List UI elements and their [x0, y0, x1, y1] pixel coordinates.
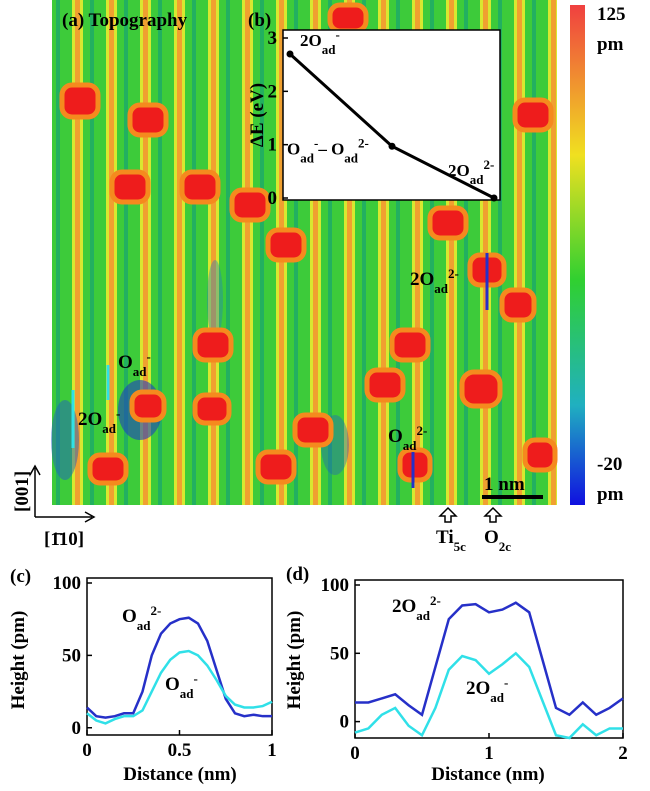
category-label: 2Oad-	[300, 27, 340, 57]
lattice-label: Ti5c	[436, 527, 466, 554]
direction-axes	[29, 464, 96, 523]
direction-label: [001]	[12, 471, 33, 512]
lattice-label: O2c	[484, 527, 511, 554]
line	[86, 649, 273, 725]
x-tick-label: 0.5	[168, 740, 192, 761]
panel-label: (a) Topography	[62, 10, 188, 31]
annotation: 2Oad-	[78, 406, 120, 436]
inset-frame	[282, 29, 501, 201]
series-label: 2Oad-	[466, 675, 508, 705]
annotation: 2Oad2-	[410, 266, 459, 296]
series-label: Oad2-	[122, 603, 161, 633]
colorbar-tick: 125	[597, 4, 626, 25]
y-tick-label: 3	[268, 28, 278, 49]
y-axis-label: Height (pm)	[8, 611, 29, 710]
panel-label: (c)	[10, 566, 31, 587]
x-axis-label: Distance (nm)	[431, 764, 544, 785]
y-tick-label: 2	[268, 81, 278, 102]
category-label: Oad-– Oad2-	[287, 135, 369, 165]
x-tick-label: 0	[82, 740, 92, 761]
annotation: Oad2-	[388, 423, 427, 453]
series-label: Oad-	[165, 671, 198, 701]
line	[355, 601, 624, 717]
y-tick-label: 0	[268, 188, 278, 209]
y-axis-label: Height (pm)	[284, 611, 305, 710]
panel-label: (b)	[248, 10, 271, 31]
direction-label: [1̄10]	[44, 529, 84, 550]
colorbar-tick: -20	[597, 454, 622, 475]
point	[286, 50, 294, 58]
line	[354, 651, 623, 740]
y-tick-label: 50	[330, 643, 349, 664]
point	[490, 194, 498, 202]
category-label: 2Oad2-	[448, 157, 494, 187]
panel-label: (d)	[286, 564, 309, 585]
x-tick-label: 2	[618, 743, 628, 764]
y-tick-label: 100	[53, 573, 82, 594]
x-tick-label: 0	[350, 743, 360, 764]
point	[388, 142, 396, 150]
y-tick-label: 100	[321, 575, 350, 596]
y-tick-label: 0	[340, 712, 350, 733]
plot-frame	[86, 577, 273, 736]
colorbar-unit: pm	[597, 34, 624, 55]
y-tick-label: 1	[268, 135, 278, 156]
y-tick-label: 50	[62, 645, 81, 666]
scale-bar-label: 1 nm	[484, 474, 525, 495]
series-label: 2Oad2-	[392, 593, 441, 623]
lattice-arrows	[438, 506, 503, 523]
line	[86, 616, 272, 719]
y-axis-label: ΔE (eV)	[247, 83, 268, 147]
x-axis-label: Distance (nm)	[123, 764, 236, 785]
colorbar	[570, 5, 585, 505]
colorbar-unit: pm	[597, 484, 624, 505]
annotation: Oad-	[118, 349, 151, 379]
x-tick-label: 1	[267, 740, 277, 761]
y-tick-label: 0	[72, 718, 82, 739]
x-tick-label: 1	[484, 743, 494, 764]
